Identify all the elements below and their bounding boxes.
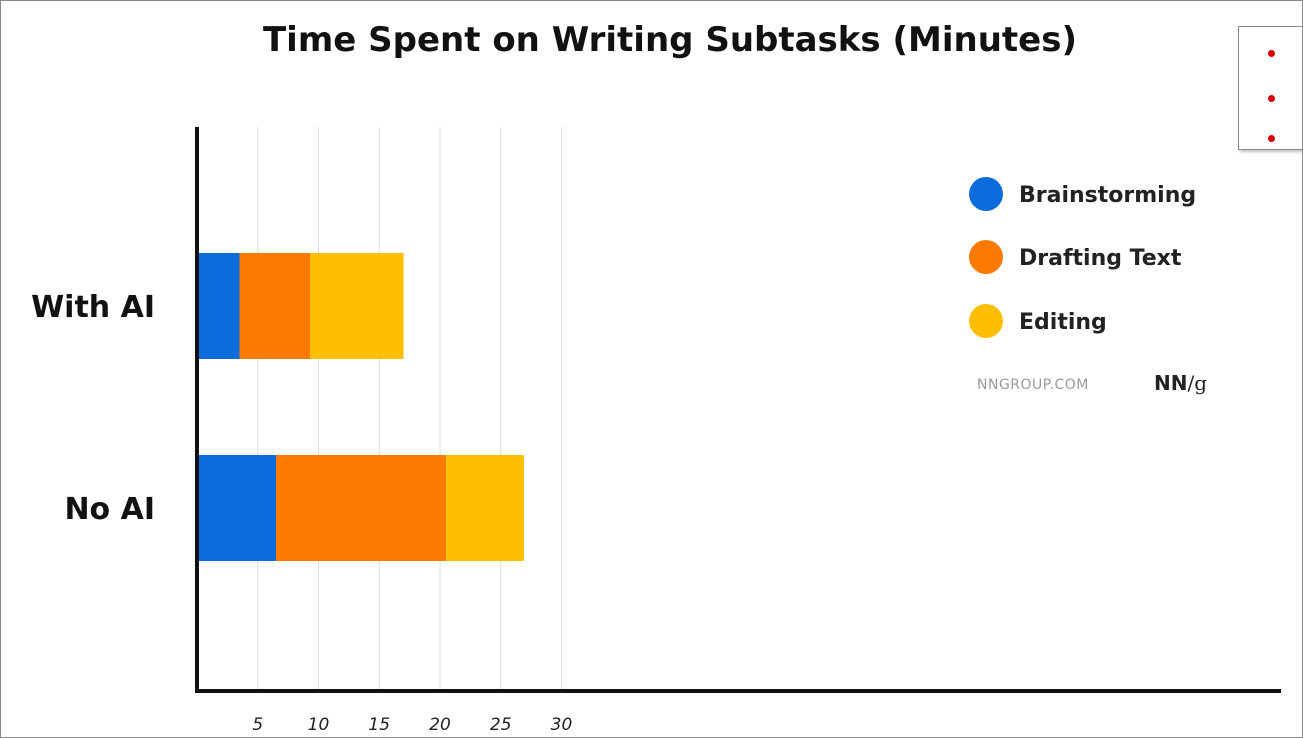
note-bullet-2 <box>1268 95 1275 102</box>
note-bullet-3 <box>1268 135 1275 142</box>
x-tick-label: 20 <box>429 715 451 735</box>
bar-layer <box>197 253 524 561</box>
legend-item: Brainstorming <box>969 177 1196 211</box>
bar-no-ai-brainstorming <box>197 455 276 561</box>
legend-swatch <box>969 304 1003 338</box>
legend-swatch <box>969 240 1003 274</box>
axes <box>195 127 1281 693</box>
legend-label: Brainstorming <box>1019 183 1196 208</box>
legend-swatch <box>969 177 1003 211</box>
category-label: No AI <box>64 492 155 527</box>
note-bullet-1 <box>1268 50 1275 57</box>
legend-label: Drafting Text <box>1019 246 1182 271</box>
nng-logo: NN/g <box>1154 371 1207 395</box>
x-tick-label: 10 <box>308 715 330 735</box>
x-tick-label: 25 <box>490 715 512 735</box>
source-text: NNGROUP.COM <box>977 377 1089 393</box>
legend-item: Editing <box>969 304 1107 338</box>
nng-logo-nn: NN <box>1154 371 1187 395</box>
category-label: With AI <box>31 290 155 325</box>
bar-with-ai-editing <box>309 253 404 359</box>
bar-no-ai-drafting-text <box>275 455 447 561</box>
bar-no-ai-editing <box>446 455 524 561</box>
nng-logo-g: /g <box>1187 371 1207 395</box>
category-labels: With AI No AI <box>31 290 155 527</box>
bar-with-ai-brainstorming <box>197 253 240 359</box>
x-tick-labels: 5 10 15 20 25 30 <box>252 715 572 735</box>
x-tick-label: 30 <box>551 715 573 735</box>
source-credit: NNGROUP.COM NN/g <box>977 371 1207 395</box>
note-box <box>1238 26 1302 150</box>
x-tick-label: 5 <box>252 715 263 735</box>
chart-title: Time Spent on Writing Subtasks (Minutes) <box>263 20 1077 60</box>
x-tick-label: 15 <box>368 715 390 735</box>
legend-label: Editing <box>1019 310 1107 335</box>
bar-with-ai-drafting-text <box>239 253 310 359</box>
legend: Brainstorming Drafting Text Editing <box>969 177 1196 338</box>
legend-item: Drafting Text <box>969 240 1182 274</box>
gridlines <box>257 127 562 691</box>
